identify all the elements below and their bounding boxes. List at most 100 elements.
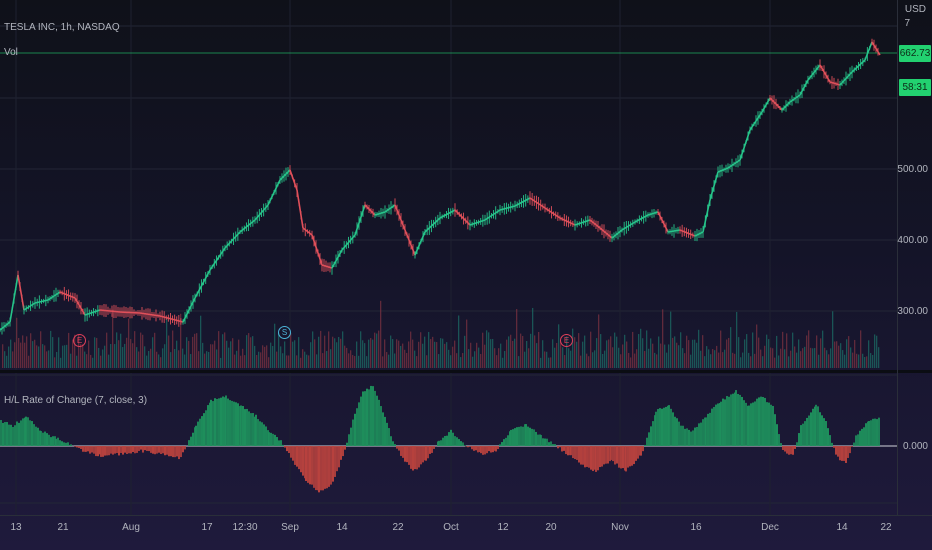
histogram-bar [366, 388, 368, 446]
volume-bar [778, 355, 780, 368]
histogram-bar [702, 419, 704, 446]
histogram-bar [85, 446, 87, 452]
histogram-bar [292, 446, 294, 461]
volume-bar [324, 335, 326, 368]
earnings-marker[interactable]: E [560, 334, 573, 347]
histogram-bar [665, 406, 667, 446]
histogram-bar [758, 397, 760, 446]
split-marker[interactable]: S [278, 326, 291, 339]
earnings-marker[interactable]: E [73, 334, 86, 347]
histogram-bar [284, 446, 286, 448]
histogram-bar [501, 442, 503, 446]
histogram-bar [178, 446, 180, 460]
volume-bar [476, 342, 478, 368]
histogram-bar [261, 422, 263, 446]
indicator-histogram[interactable] [0, 373, 897, 515]
indicator-pane[interactable]: H/L Rate of Change (7, close, 3) [0, 373, 897, 515]
histogram-bar [388, 428, 390, 446]
histogram-bar [188, 440, 190, 446]
histogram-bar [770, 404, 772, 446]
histogram-bar [837, 446, 839, 457]
histogram-bar [678, 421, 680, 446]
histogram-bar [89, 446, 91, 454]
histogram-bar [67, 442, 69, 446]
volume-bar [16, 317, 18, 368]
histogram-bar [764, 397, 766, 446]
histogram-bar [128, 446, 130, 454]
histogram-bar [74, 446, 76, 447]
histogram-bar [326, 446, 328, 489]
volume-bar [374, 332, 376, 368]
price-label-300: 300.00 [897, 306, 928, 317]
volume-bar [130, 339, 132, 368]
histogram-bar [640, 446, 642, 456]
histogram-bar [450, 429, 452, 446]
indicator-legend[interactable]: H/L Rate of Change (7, close, 3) [4, 395, 148, 406]
histogram-bar [10, 424, 12, 446]
volume-bar [644, 351, 646, 368]
time-tick-label: 17 [201, 522, 213, 533]
symbol-legend[interactable]: TESLA INC, 1h, NASDAQ [4, 22, 120, 33]
volume-bar [106, 332, 108, 368]
volume-bar [318, 336, 320, 368]
volume-bar [98, 347, 100, 368]
histogram-bar [222, 396, 224, 446]
volume-bar [858, 354, 860, 368]
volume-bar [248, 333, 250, 368]
time-axis[interactable]: 13 21 Aug 17 12:30 Sep 14 22 Oct 12 20 Nov 16 Dec 14 22 [0, 515, 932, 550]
volume-bar [582, 341, 584, 368]
volume-bar [402, 343, 404, 368]
histogram-bar [307, 446, 309, 483]
histogram-bar [590, 446, 592, 470]
histogram-bar [195, 425, 197, 446]
histogram-bar [724, 399, 726, 446]
volume-bar [738, 337, 740, 368]
volume-bar [460, 357, 462, 368]
volume-bar [818, 354, 820, 368]
histogram-bar [576, 446, 578, 460]
histogram-bar [792, 446, 794, 455]
histogram-bar [78, 446, 80, 449]
histogram-bar [63, 442, 65, 446]
volume-bar [414, 350, 416, 368]
histogram-bar [296, 446, 298, 467]
volume-bar [612, 347, 614, 368]
volume-bar [138, 351, 140, 368]
price-chart[interactable] [0, 0, 897, 370]
histogram-bar [412, 446, 414, 471]
volume-bar [404, 349, 406, 368]
histogram-bar [659, 408, 661, 446]
volume-bar [548, 357, 550, 368]
price-scale[interactable]: USD 7 662.73 58:31 500.00 400.00 300.00 … [897, 0, 932, 515]
volume-bar [234, 354, 236, 368]
price-candle [23, 302, 36, 311]
volume-bar [34, 339, 36, 368]
volume-bar [786, 333, 788, 368]
volume-bar [794, 346, 796, 368]
histogram-bar [825, 421, 827, 446]
histogram-bar [512, 429, 514, 446]
volume-legend[interactable]: Vol [4, 47, 18, 58]
volume-bar [124, 343, 126, 368]
histogram-bar [570, 446, 572, 456]
volume-bar [530, 333, 532, 368]
volume-bar [336, 342, 338, 368]
histogram-bar [607, 446, 609, 464]
histogram-bar [288, 446, 290, 454]
volume-bar [782, 331, 784, 368]
volume-bar [474, 351, 476, 368]
volume-bar [542, 340, 544, 368]
time-tick-label: 22 [392, 522, 404, 533]
volume-bar [306, 354, 308, 368]
histogram-bar [603, 446, 605, 465]
histogram-bar [16, 421, 18, 446]
volume-bar [54, 357, 56, 368]
main-chart-pane[interactable]: TESLA INC, 1h, NASDAQ Vol E S E [0, 0, 897, 370]
histogram-bar [91, 446, 93, 453]
volume-bar [132, 343, 134, 368]
price-candle [739, 129, 751, 161]
volume-bar [672, 337, 674, 368]
pane-divider[interactable] [0, 370, 932, 373]
histogram-bar [833, 446, 835, 448]
